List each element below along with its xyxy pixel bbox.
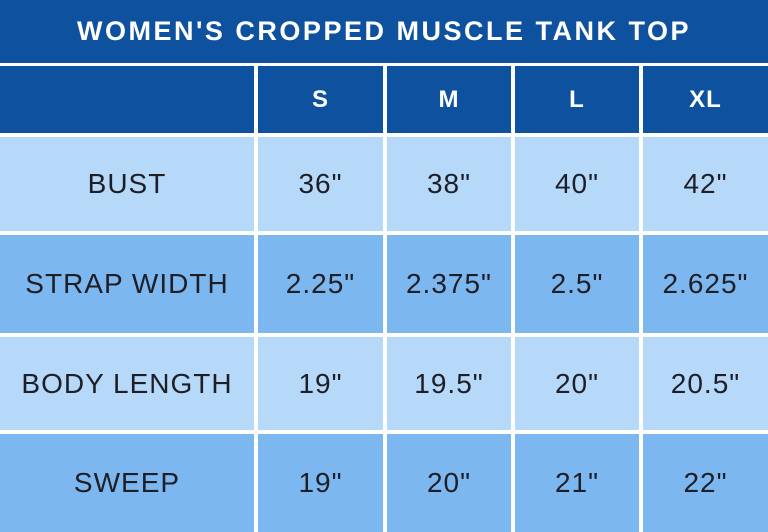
header-cell-size-l: L [515,66,639,133]
header-cell-empty [0,66,254,133]
row-label: BUST [0,137,254,231]
cell-value: 20.5" [643,337,768,430]
cell-value: 2.375" [387,235,511,333]
chart-title: WOMEN'S CROPPED MUSCLE TANK TOP [0,0,768,63]
cell-value: 40" [515,137,639,231]
row-label: SWEEP [0,434,254,532]
header-cell-size-s: S [258,66,383,133]
cell-value: 22" [643,434,768,532]
cell-value: 42" [643,137,768,231]
size-header-row: S M L XL [0,66,768,133]
table-row-body-length: BODY LENGTH 19" 19.5" 20" 20.5" [0,337,768,430]
cell-value: 20" [515,337,639,430]
cell-value: 2.625" [643,235,768,333]
chart-title-text: WOMEN'S CROPPED MUSCLE TANK TOP [77,16,691,46]
cell-value: 20" [387,434,511,532]
cell-value: 2.25" [258,235,383,333]
cell-value: 2.5" [515,235,639,333]
header-cell-size-xl: XL [643,66,768,133]
cell-value: 38" [387,137,511,231]
table-row-sweep: SWEEP 19" 20" 21" 22" [0,434,768,532]
row-label: STRAP WIDTH [0,235,254,333]
cell-value: 19.5" [387,337,511,430]
cell-value: 36" [258,137,383,231]
cell-value: 19" [258,434,383,532]
table-row-strap-width: STRAP WIDTH 2.25" 2.375" 2.5" 2.625" [0,235,768,333]
table-row-bust: BUST 36" 38" 40" 42" [0,137,768,231]
header-cell-size-m: M [387,66,511,133]
row-label: BODY LENGTH [0,337,254,430]
cell-value: 21" [515,434,639,532]
cell-value: 19" [258,337,383,430]
